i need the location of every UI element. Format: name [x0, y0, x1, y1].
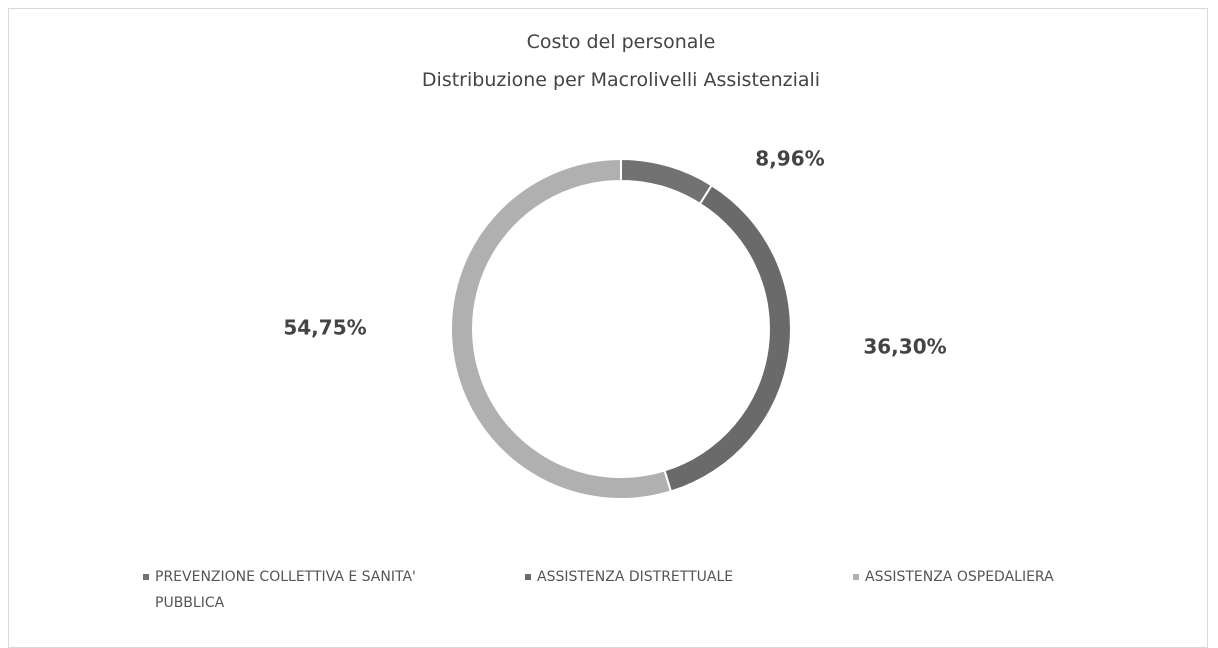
legend-swatch	[143, 574, 149, 580]
legend-label: ASSISTENZA OSPEDALIERA	[865, 569, 1054, 585]
legend-label: ASSISTENZA DISTRETTUALE	[537, 569, 734, 585]
chart: Costo del personale Distribuzione per Ma…	[283, 31, 947, 500]
data-label: 36,30%	[863, 335, 946, 359]
chart-title: Costo del personale	[527, 31, 716, 53]
data-label: 54,75%	[283, 316, 366, 340]
legend-entry: ASSISTENZA DISTRETTUALE	[525, 564, 837, 590]
donut-segment	[620, 157, 714, 206]
legend-label: PREVENZIONE COLLETTIVA E SANITA' PUBBLIC…	[155, 569, 416, 611]
donut-segment	[450, 157, 673, 500]
legend-swatch	[853, 574, 859, 580]
legend-entry: ASSISTENZA OSPEDALIERA	[853, 564, 1165, 590]
donut-segment	[663, 183, 792, 493]
legend-entry: PREVENZIONE COLLETTIVA E SANITA' PUBBLIC…	[143, 564, 470, 616]
chart-subtitle: Distribuzione per Macrolivelli Assistenz…	[422, 69, 820, 91]
data-label: 8,96%	[755, 147, 824, 171]
legend-swatch	[525, 574, 531, 580]
